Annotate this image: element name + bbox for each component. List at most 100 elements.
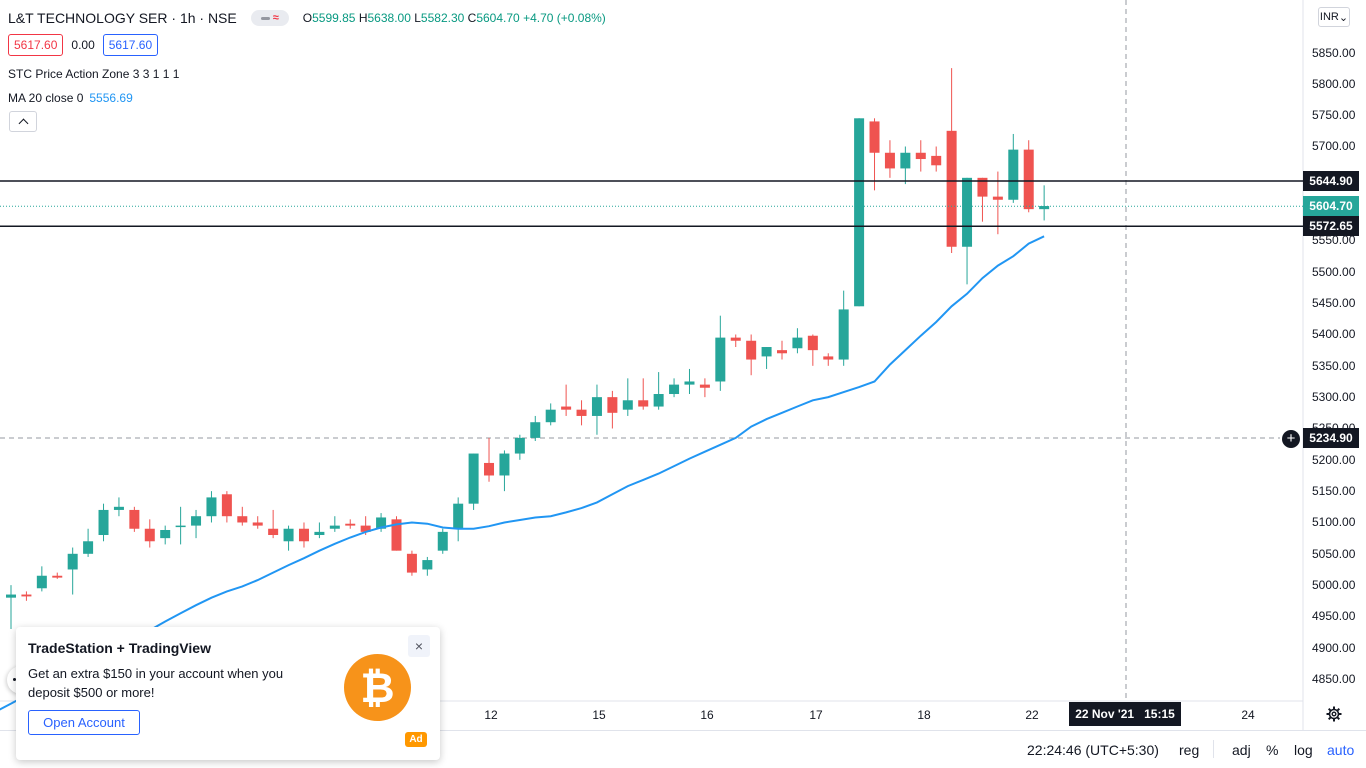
price-tick-label: 4950.00 <box>1312 609 1356 624</box>
candle-body <box>468 453 479 504</box>
price-tick-label: 5550.00 <box>1312 233 1356 248</box>
candle-body <box>946 130 957 247</box>
candle-down <box>237 506 248 526</box>
candle-up <box>684 368 695 395</box>
candle-up <box>715 315 726 391</box>
buy-price-button[interactable]: 5617.60 <box>102 34 159 56</box>
eye-icon <box>260 16 270 20</box>
candle-up <box>1039 185 1050 221</box>
symbol-title[interactable]: L&T TECHNOLOGY SER · 1h · NSE <box>8 10 237 26</box>
ad-body: Get an extra $150 in your account when y… <box>28 666 284 700</box>
time-label: 15 <box>592 708 606 722</box>
symbol-legend: L&T TECHNOLOGY SER · 1h · NSE ≈ O5599.85… <box>8 10 606 26</box>
candle-up <box>653 372 664 410</box>
close-value: 5604.70 <box>476 11 520 25</box>
candle-down <box>1023 140 1034 213</box>
candle-body <box>98 509 109 536</box>
reg-toggle[interactable]: reg <box>1179 742 1200 758</box>
candle-up <box>376 513 387 532</box>
adj-toggle[interactable]: adj <box>1232 742 1251 758</box>
candle-body <box>962 177 973 247</box>
price-tick-label: 5700.00 <box>1312 139 1356 154</box>
candle-body <box>406 553 417 573</box>
candle-up <box>900 146 911 185</box>
candle-down <box>484 437 495 482</box>
ma20-line <box>0 235 1045 711</box>
price-tick-label: 5150.00 <box>1312 484 1356 499</box>
candle-body <box>638 400 649 407</box>
candle-up <box>792 328 803 354</box>
ad-badge: Ad <box>405 732 427 747</box>
candle-body <box>684 381 695 385</box>
price-tick-label: 5300.00 <box>1312 390 1356 405</box>
candle-body <box>1023 149 1034 210</box>
candle-down <box>268 509 279 539</box>
last-price-tag: 5604.70 <box>1303 196 1359 217</box>
candle-body <box>900 152 911 169</box>
time-label: 22 <box>1025 708 1039 722</box>
candle-up <box>838 290 849 366</box>
price-tick-label: 5000.00 <box>1312 578 1356 593</box>
indicator-title: STC Price Action Zone 3 3 1 1 1 <box>8 67 180 81</box>
candle-down <box>607 390 618 429</box>
log-toggle[interactable]: log <box>1294 742 1313 758</box>
candle-up <box>854 118 865 307</box>
auto-toggle[interactable]: auto <box>1327 742 1355 758</box>
candle-body <box>977 177 988 197</box>
candle-body <box>607 397 618 413</box>
low-value: 5582.30 <box>420 11 465 25</box>
bitcoin-icon: ₿ <box>344 654 411 721</box>
candle-body <box>746 340 757 360</box>
candle-up <box>422 556 433 576</box>
sell-price-button[interactable]: 5617.60 <box>8 34 64 56</box>
percent-toggle[interactable]: % <box>1266 742 1279 758</box>
candle-body <box>854 118 865 307</box>
collapse-legend-button[interactable] <box>9 111 37 132</box>
close-icon[interactable]: × <box>408 635 430 657</box>
time-label: 17 <box>809 708 823 722</box>
price-tick-label: 5350.00 <box>1312 358 1356 373</box>
chevron-up-icon <box>18 118 28 129</box>
candle-down <box>823 353 834 366</box>
candle-down <box>699 378 710 398</box>
candle-down <box>638 378 649 410</box>
open-value: 5599.85 <box>312 11 356 25</box>
candle-body <box>1008 149 1019 200</box>
price-tick-label: 5050.00 <box>1312 546 1356 561</box>
wave-icon: ≈ <box>272 12 279 24</box>
time-label: 16 <box>700 708 714 722</box>
candle-up <box>6 585 16 630</box>
candle-down <box>730 334 741 348</box>
candle-body <box>622 400 633 410</box>
bid-ask-row: 5617.60 0.00 5617.60 <box>8 34 159 56</box>
candle-body <box>992 196 1003 200</box>
ad-card: TradeStation + TradingView Get an extra … <box>16 627 440 760</box>
candle-body <box>591 397 602 416</box>
currency-button[interactable]: INR ⌄ <box>1318 7 1350 27</box>
indicator-legend-stc[interactable]: STC Price Action Zone 3 3 1 1 1 <box>8 67 179 81</box>
candle-down <box>345 519 356 529</box>
candle-body <box>36 575 47 589</box>
candle-body <box>453 503 464 529</box>
open-account-button[interactable]: Open Account <box>28 710 140 735</box>
clock-timezone[interactable]: 22:24:46 (UTC+5:30) <box>1027 742 1159 758</box>
time-label: 12 <box>484 708 498 722</box>
candle-up <box>160 525 171 545</box>
candle-body <box>175 525 186 528</box>
price-tick-label: 5450.00 <box>1312 296 1356 311</box>
candle-up <box>191 509 202 539</box>
candle-body <box>792 337 803 349</box>
candle-up <box>113 497 124 517</box>
indicator-legend-ma[interactable]: MA 20 close 0 5556.69 <box>8 91 133 105</box>
candle-body <box>484 462 495 476</box>
candle-body <box>360 525 371 532</box>
candle-body <box>160 529 171 539</box>
add-plus-icon[interactable]: + <box>1282 430 1300 448</box>
gear-icon[interactable] <box>1326 706 1342 722</box>
candle-body <box>67 553 78 570</box>
candle-body <box>777 350 787 354</box>
candle-down <box>931 146 942 172</box>
legend-toggle[interactable]: ≈ <box>250 10 289 26</box>
candle-body <box>499 453 510 476</box>
